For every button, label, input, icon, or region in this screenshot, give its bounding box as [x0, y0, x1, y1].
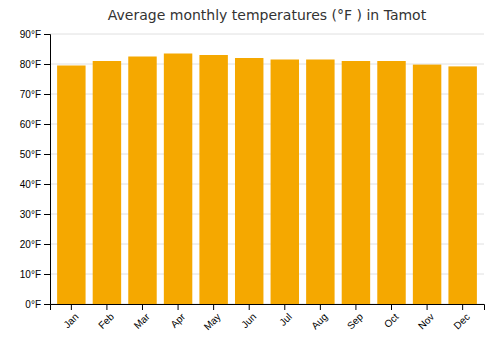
y-tick: 0°F: [25, 299, 50, 310]
x-tick: Apr: [168, 304, 187, 330]
x-tick-label: Jan: [61, 311, 80, 330]
x-tick: Nov: [416, 304, 436, 331]
x-tick-label: Feb: [96, 311, 116, 331]
y-tick-label: 50°F: [20, 149, 41, 160]
y-tick-label: 40°F: [20, 179, 41, 190]
grid: [50, 34, 484, 304]
x-tick-label: Oct: [382, 311, 401, 330]
y-tick-mark: [44, 64, 50, 65]
bar: [413, 65, 441, 304]
x-axis: Jan Feb Mar Apr May Jun Jul Aug Sep Oct Nov Dec: [51, 304, 485, 332]
bar: [199, 55, 227, 304]
x-tick-mark: [355, 304, 356, 310]
y-tick-mark: [44, 124, 50, 125]
plot: Jan Feb Mar Apr May Jun Jul Aug Sep Oct Nov Dec 0°F 1…: [20, 29, 485, 333]
x-tick-mark: [71, 304, 72, 310]
y-tick: 20°F: [20, 239, 50, 250]
x-tick-mark: [284, 304, 285, 310]
bar: [128, 57, 156, 305]
x-tick-label: Dec: [451, 311, 471, 331]
y-tick-label: 0°F: [25, 299, 41, 310]
y-tick-label: 20°F: [20, 239, 41, 250]
x-tick-label: May: [202, 311, 223, 332]
x-tick-label: Mar: [132, 311, 152, 331]
bar: [164, 54, 192, 305]
x-tick-mark: [213, 304, 214, 310]
bar: [235, 58, 263, 304]
y-tick-label: 90°F: [20, 29, 41, 40]
x-tick-mark: [427, 304, 428, 310]
y-tick-mark: [44, 154, 50, 155]
x-tick-mark: [320, 304, 321, 310]
title: Average monthly temperatures (°F ) in Ta…: [108, 7, 427, 23]
y-tick: 70°F: [20, 89, 50, 100]
x-tick: Sep: [345, 304, 366, 331]
y-tick: 90°F: [20, 29, 50, 40]
x-tick-label: Nov: [416, 311, 436, 331]
x-tick-mark: [391, 304, 392, 310]
y-tick-label: 30°F: [20, 209, 41, 220]
y-tick: 60°F: [20, 119, 50, 130]
axis-line: [51, 305, 485, 311]
y-tick-mark: [44, 304, 50, 305]
y-tick: 10°F: [20, 269, 50, 280]
x-tick: Feb: [96, 304, 116, 331]
x-tick: Mar: [132, 304, 152, 331]
bar: [57, 66, 85, 305]
y-tick-mark: [44, 274, 50, 275]
y-tick-mark: [44, 184, 50, 185]
bars: [57, 54, 477, 305]
y-tick-mark: [44, 94, 50, 95]
chart: Jan Feb Mar Apr May Jun Jul Aug Sep Oct Nov Dec 0°F 1…: [0, 0, 500, 350]
y-tick-label: 60°F: [20, 119, 41, 130]
y-tick: 50°F: [20, 149, 50, 160]
x-tick: Oct: [382, 304, 401, 330]
axis-line: [44, 35, 51, 305]
y-tick: 40°F: [20, 179, 50, 190]
x-tick-mark: [462, 304, 463, 310]
y-tick-label: 10°F: [20, 269, 41, 280]
y-tick: 80°F: [20, 59, 50, 70]
x-tick: Aug: [309, 304, 329, 331]
x-tick: May: [202, 304, 223, 332]
x-tick-mark: [178, 304, 179, 310]
y-tick-mark: [44, 214, 50, 215]
bar: [377, 61, 405, 304]
x-tick-mark: [106, 304, 107, 310]
x-tick-mark: [249, 304, 250, 310]
x-tick: Jan: [61, 304, 80, 330]
x-tick-label: Jul: [277, 311, 294, 328]
x-tick-label: Jun: [239, 311, 258, 330]
bar: [306, 60, 334, 305]
y-axis: 0°F 10°F 20°F 30°F 40°F 50°F 60°F 70°F 80°F 90°F: [20, 29, 51, 310]
x-tick-label: Aug: [309, 311, 329, 331]
bar: [448, 66, 476, 304]
bar: [342, 61, 370, 304]
x-tick-mark: [142, 304, 143, 310]
x-tick-label: Sep: [345, 311, 366, 332]
y-tick-mark: [44, 34, 50, 35]
x-tick: Dec: [451, 304, 471, 331]
y-tick-label: 70°F: [20, 89, 41, 100]
x-tick: Jun: [239, 304, 258, 330]
bar: [93, 61, 121, 304]
x-tick: Jul: [277, 304, 294, 328]
y-tick-label: 80°F: [20, 59, 41, 70]
x-tick-label: Apr: [168, 311, 187, 330]
grid-line: [50, 34, 484, 35]
bar: [271, 60, 299, 305]
y-tick-mark: [44, 244, 50, 245]
y-tick: 30°F: [20, 209, 50, 220]
